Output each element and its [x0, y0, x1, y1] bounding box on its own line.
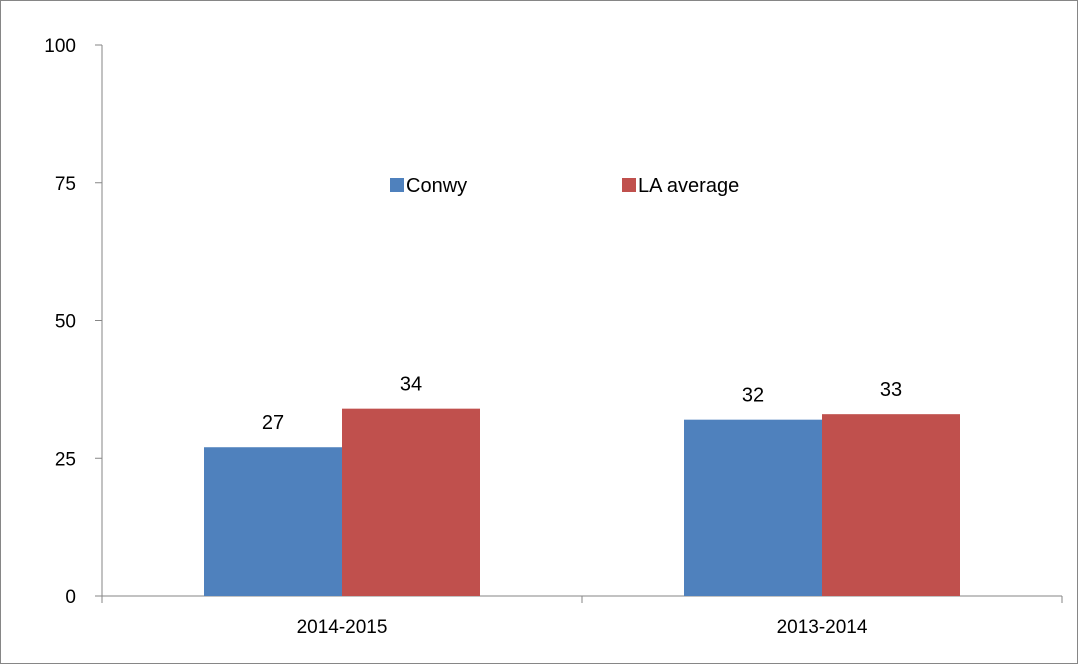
legend: Conwy LA average	[390, 175, 739, 197]
data-labels: 27 32 34 33	[262, 374, 902, 435]
data-label: 33	[880, 379, 902, 401]
y-tick-label: 100	[44, 36, 76, 57]
bar	[684, 419, 822, 596]
bar	[822, 414, 960, 596]
y-tick-label: 75	[55, 174, 76, 195]
y-axis: 0 25 50 75 100	[44, 36, 103, 608]
bars	[204, 408, 960, 596]
data-label: 32	[742, 385, 764, 407]
data-label: 27	[262, 412, 284, 434]
legend-label: Conwy	[406, 175, 467, 197]
bar	[204, 447, 342, 596]
legend-label: LA average	[638, 175, 739, 197]
data-label: 34	[400, 374, 422, 396]
x-tick-label: 2014-2015	[297, 617, 388, 638]
y-tick-label: 25	[55, 449, 76, 470]
bar	[342, 408, 480, 596]
x-tick-label: 2013-2014	[777, 617, 868, 638]
y-tick-label: 50	[55, 312, 76, 333]
legend-swatch	[622, 178, 636, 192]
y-tick-label: 0	[65, 587, 76, 608]
x-axis: 2014-2015 2013-2014	[101, 595, 1063, 638]
legend-swatch	[390, 178, 404, 192]
